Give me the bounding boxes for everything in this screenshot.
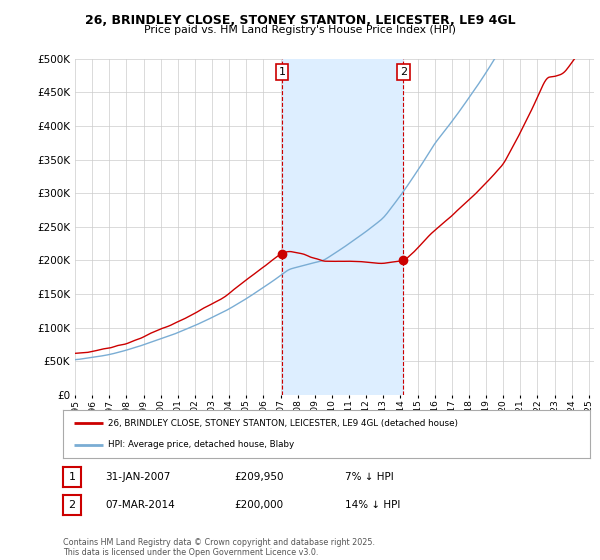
Text: £200,000: £200,000: [234, 500, 283, 510]
Text: 2: 2: [68, 500, 76, 510]
Text: 26, BRINDLEY CLOSE, STONEY STANTON, LEICESTER, LE9 4GL (detached house): 26, BRINDLEY CLOSE, STONEY STANTON, LEIC…: [108, 419, 458, 428]
Text: 31-JAN-2007: 31-JAN-2007: [105, 472, 170, 482]
Text: HPI: Average price, detached house, Blaby: HPI: Average price, detached house, Blab…: [108, 440, 294, 449]
Text: 07-MAR-2014: 07-MAR-2014: [105, 500, 175, 510]
Text: Price paid vs. HM Land Registry's House Price Index (HPI): Price paid vs. HM Land Registry's House …: [144, 25, 456, 35]
Text: 1: 1: [278, 67, 286, 77]
Text: 7% ↓ HPI: 7% ↓ HPI: [345, 472, 394, 482]
Text: 14% ↓ HPI: 14% ↓ HPI: [345, 500, 400, 510]
Text: 1: 1: [68, 472, 76, 482]
Text: 2: 2: [400, 67, 407, 77]
Text: 26, BRINDLEY CLOSE, STONEY STANTON, LEICESTER, LE9 4GL: 26, BRINDLEY CLOSE, STONEY STANTON, LEIC…: [85, 14, 515, 27]
Bar: [282, 59, 403, 395]
Text: Contains HM Land Registry data © Crown copyright and database right 2025.
This d: Contains HM Land Registry data © Crown c…: [63, 538, 375, 557]
Text: £209,950: £209,950: [234, 472, 284, 482]
